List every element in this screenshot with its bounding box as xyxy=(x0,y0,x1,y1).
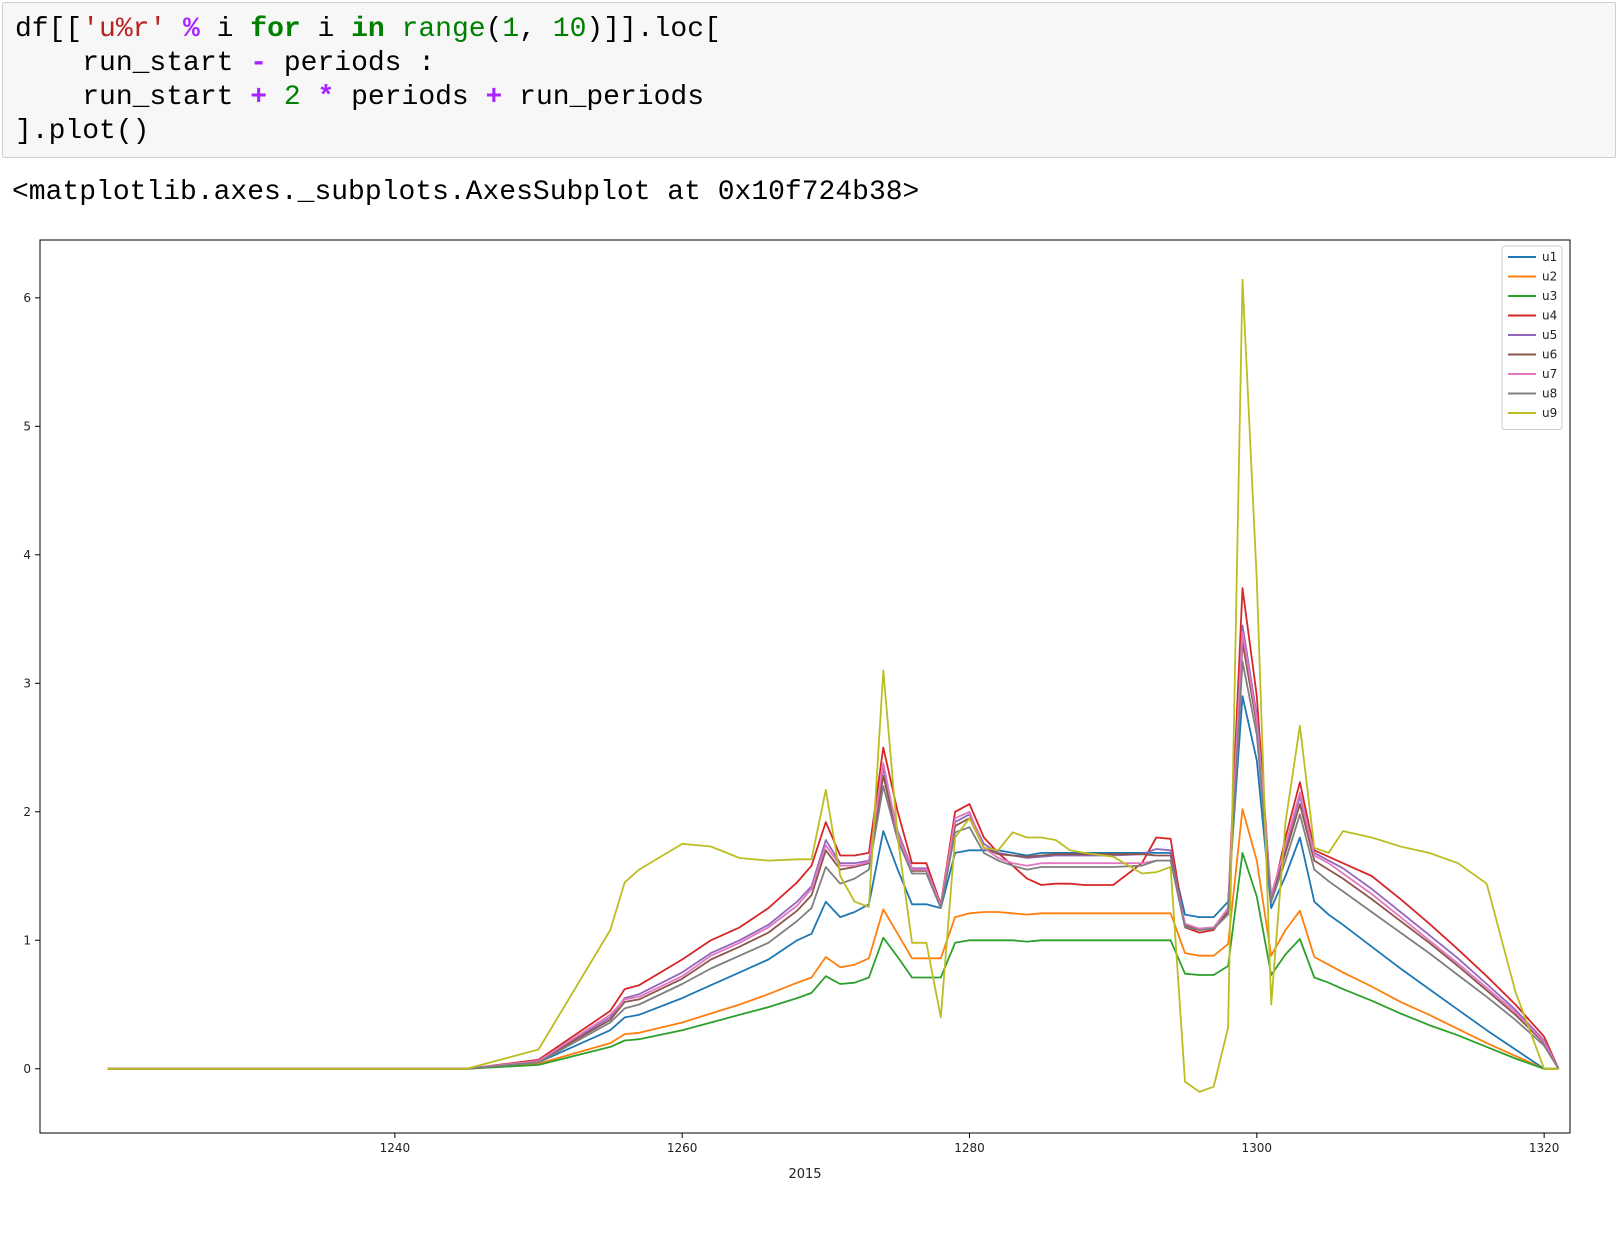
legend-box xyxy=(1501,245,1563,430)
x-tick-label: 1320 xyxy=(1529,1141,1560,1155)
code-token: run_start xyxy=(15,48,251,79)
code-token: i xyxy=(300,14,352,45)
series-line-u7 xyxy=(107,630,1560,1070)
code-token: run_periods xyxy=(502,82,704,113)
code-token: * xyxy=(317,82,335,113)
y-axis: 0 1 2 3 4 5 6 xyxy=(23,291,40,1076)
legend-label-u5: u5 xyxy=(1542,328,1557,342)
x-tick-label: 1300 xyxy=(1242,1141,1273,1155)
line-chart: 1240 1260 1280 1300 1320 0 1 2 3 4 5 6 2015 u1 u2 u3… xyxy=(23,239,1571,1182)
code-cell[interactable]: df[['u%r' % i for i in range(1, 10)]].lo… xyxy=(2,2,1616,158)
code-token: periods : xyxy=(267,48,436,79)
legend-label-u7: u7 xyxy=(1542,367,1557,381)
y-tick-label: 2 xyxy=(23,805,31,819)
code-token: for xyxy=(250,14,301,45)
code-token: )]].loc[ xyxy=(586,14,721,45)
series-line-u5 xyxy=(107,624,1560,1070)
legend-label-u3: u3 xyxy=(1542,289,1557,303)
series-line-u3 xyxy=(107,852,1559,1070)
code-line: run_start + 2 * periods + run_periods xyxy=(15,81,1603,115)
code-token: ].plot() xyxy=(15,116,150,147)
code-lines: df[['u%r' % i for i in range(1, 10)]].lo… xyxy=(15,13,1603,149)
legend-label-u9: u9 xyxy=(1542,406,1557,420)
code-token: run_start xyxy=(15,82,251,113)
x-axis: 1240 1260 1280 1300 1320 xyxy=(380,1133,1560,1155)
series-line-u1 xyxy=(107,695,1559,1070)
code-token: % xyxy=(183,14,200,45)
code-token: + xyxy=(250,82,268,113)
code-token: + xyxy=(485,82,503,113)
code-token: 1 xyxy=(502,14,520,45)
code-token: 10 xyxy=(552,14,587,45)
y-tick-label: 4 xyxy=(23,548,31,562)
code-token: 'u%r' xyxy=(82,14,167,45)
y-tick-label: 5 xyxy=(23,419,31,433)
series-line-u8 xyxy=(107,660,1560,1070)
series-lines xyxy=(107,278,1560,1093)
y-tick-label: 3 xyxy=(23,676,31,690)
legend-label-u1: u1 xyxy=(1542,250,1557,264)
code-line: run_start - periods : xyxy=(15,47,1603,81)
code-token xyxy=(301,82,318,113)
y-tick-label: 0 xyxy=(23,1062,31,1076)
code-token xyxy=(267,82,284,113)
y-tick-label: 1 xyxy=(23,933,31,947)
code-token: i xyxy=(199,14,251,45)
legend-label-u4: u4 xyxy=(1542,309,1557,323)
x-tick-label: 1260 xyxy=(667,1141,698,1155)
legend-label-u8: u8 xyxy=(1542,387,1557,401)
code-token: 2 xyxy=(283,82,301,113)
plot-area xyxy=(39,239,1571,1134)
legend: u1 u2 u3 u4 u5 u6 u7 u8 u9 xyxy=(1501,245,1563,430)
code-line: ].plot() xyxy=(15,115,1603,149)
code-token: - xyxy=(250,48,268,79)
series-line-u4 xyxy=(107,587,1560,1070)
code-token: ( xyxy=(485,14,503,45)
y-tick-label: 6 xyxy=(23,291,31,305)
code-token: df[[ xyxy=(15,14,83,45)
series-line-u2 xyxy=(107,808,1559,1070)
code-token: range xyxy=(401,14,486,45)
code-token xyxy=(166,14,183,45)
x-axis-label: 2015 xyxy=(788,1167,821,1182)
x-tick-label: 1280 xyxy=(954,1141,985,1155)
series-line-u6 xyxy=(107,641,1560,1070)
output-text: <matplotlib.axes._subplots.AxesSubplot a… xyxy=(12,177,920,208)
legend-label-u6: u6 xyxy=(1542,348,1557,362)
x-tick-label: 1240 xyxy=(380,1141,411,1155)
legend-label-u2: u2 xyxy=(1542,270,1557,284)
code-line: df[['u%r' % i for i in range(1, 10)]].lo… xyxy=(15,13,1603,47)
code-token: in xyxy=(351,14,385,45)
code-token xyxy=(385,14,402,45)
code-token: periods xyxy=(334,82,486,113)
series-line-u9 xyxy=(107,278,1559,1093)
code-token: , xyxy=(519,14,553,45)
